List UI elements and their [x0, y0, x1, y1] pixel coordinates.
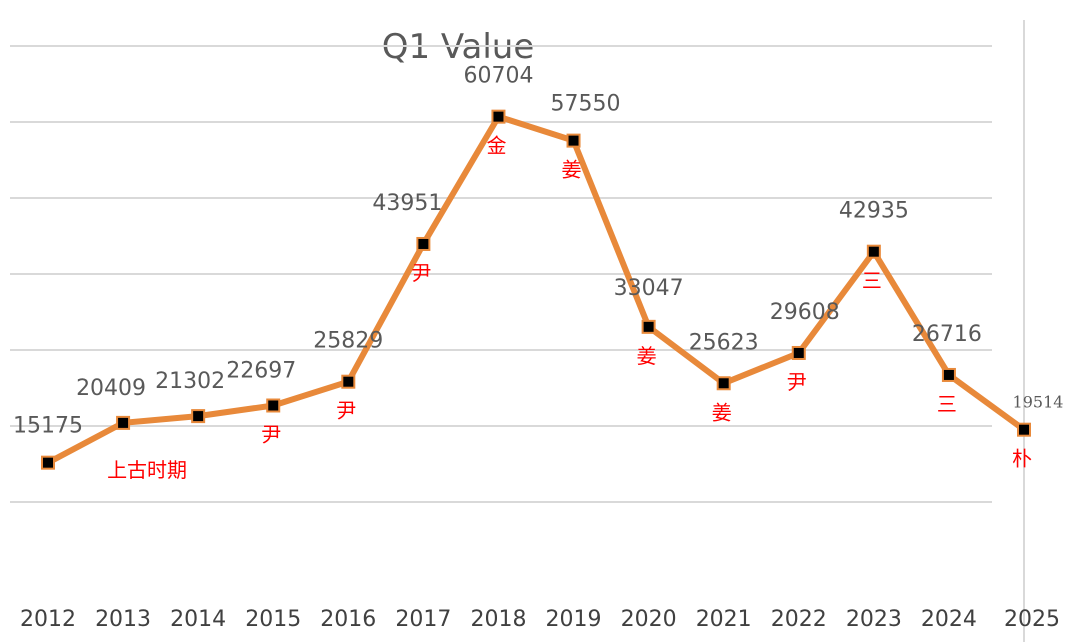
data-label: 57550 — [551, 92, 621, 117]
data-point-marker — [416, 236, 431, 251]
data-point-marker — [641, 319, 656, 334]
markers-group — [41, 109, 1031, 470]
data-point-marker — [566, 133, 581, 148]
point-annotation: 尹 — [336, 399, 356, 423]
data-point-marker — [491, 109, 506, 124]
data-point-marker — [866, 244, 881, 259]
series-group — [46, 113, 1026, 466]
x-tick-label: 2020 — [621, 607, 677, 632]
data-label: 25829 — [313, 329, 383, 354]
data-label: 21302 — [155, 369, 225, 394]
data-label: 42935 — [839, 199, 909, 224]
data-label: 29608 — [770, 300, 840, 325]
x-tick-label: 2025 — [1004, 607, 1060, 632]
x-tick-label: 2023 — [846, 607, 902, 632]
data-label: 60704 — [463, 64, 533, 89]
data-point-marker — [791, 345, 806, 360]
data-point-marker — [1017, 422, 1031, 437]
data-point-marker — [716, 376, 731, 391]
data-label: 33047 — [614, 276, 684, 301]
data-label: 43951 — [372, 191, 442, 216]
point-annotation: 朴 — [1012, 447, 1032, 471]
x-tick-label: 2014 — [170, 607, 226, 632]
data-point-marker — [941, 367, 956, 382]
x-tick-label: 2021 — [696, 607, 752, 632]
data-point-marker — [266, 398, 281, 413]
series-line — [46, 113, 1026, 466]
point-annotation: 尹 — [411, 261, 431, 285]
x-tick-labels: 2012 2013 2014 2015 2016 2017 2018 2019 2020 2021… — [20, 607, 1060, 632]
x-tick-label: 2022 — [771, 607, 827, 632]
point-annotation: 三 — [862, 269, 882, 293]
point-annotation: 姜 — [562, 158, 582, 182]
x-tick-label: 2015 — [245, 607, 301, 632]
x-tick-label: 2016 — [320, 607, 376, 632]
point-annotation: 尹 — [261, 423, 281, 447]
x-tick-label: 2012 — [20, 607, 76, 632]
data-label: 25623 — [689, 330, 759, 355]
x-tick-label: 2013 — [95, 607, 151, 632]
point-annotation: 金 — [486, 134, 506, 158]
data-label: 20409 — [76, 376, 146, 401]
data-point-marker — [341, 374, 356, 389]
point-annotation: 上古时期 — [107, 458, 187, 482]
data-point-marker — [41, 455, 55, 470]
data-point-marker — [191, 409, 206, 424]
data-labels: 15175 20409 21302 22697 25829 43951 60704 57550… — [13, 64, 1063, 439]
data-label: 15175 — [13, 414, 83, 439]
point-annotation: 三 — [937, 392, 957, 416]
data-point-marker — [116, 415, 131, 430]
x-tick-label: 2024 — [921, 607, 977, 632]
data-label: 26716 — [912, 322, 982, 347]
data-label: 22697 — [226, 359, 296, 384]
data-label: 19514 — [1013, 393, 1064, 412]
point-annotation: 姜 — [712, 400, 732, 424]
point-annotation: 姜 — [637, 344, 657, 368]
x-tick-label: 2018 — [470, 607, 526, 632]
x-tick-label: 2017 — [395, 607, 451, 632]
point-annotation: 尹 — [787, 370, 807, 394]
x-tick-label: 2019 — [546, 607, 602, 632]
